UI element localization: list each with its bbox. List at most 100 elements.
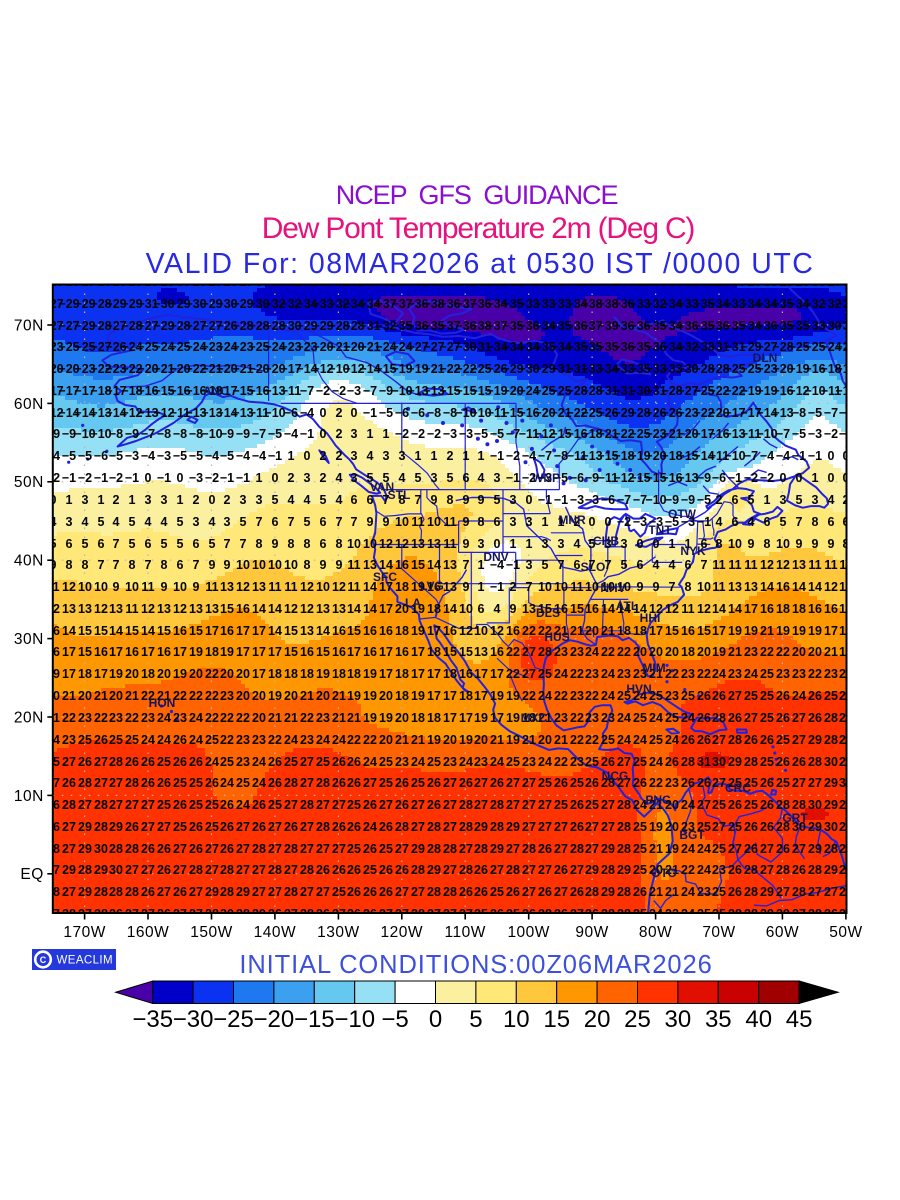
svg-text:0: 0: [429, 1006, 442, 1033]
svg-text:50N: 50N: [14, 474, 44, 491]
svg-text:−20−20−23−22−23−22−20−21−20−22: −20−20−23−22−23−22−20−21−20−22−21−20−21−…: [42, 362, 856, 376]
svg-text:45: 45: [786, 1006, 813, 1033]
svg-text:SFC: SFC: [373, 570, 397, 584]
svg-text:CHB: CHB: [593, 534, 619, 548]
svg-text:80W: 80W: [639, 924, 672, 941]
svg-text:WEACLIM: WEACLIM: [57, 955, 113, 967]
svg-text:170W: 170W: [63, 924, 106, 941]
svg-text:EQ: EQ: [20, 866, 43, 883]
svg-text:40: 40: [745, 1006, 772, 1033]
svg-text:NCG: NCG: [602, 769, 629, 783]
svg-text:ATL: ATL: [616, 599, 638, 613]
svg-text:−30: −30: [173, 1006, 214, 1033]
svg-text:130W: 130W: [317, 924, 360, 941]
svg-text:100W: 100W: [507, 924, 550, 941]
svg-text:ANC: ANC: [203, 384, 229, 398]
svg-text:−27−27−29−28−27−28−27−29−28−27: −27−27−29−28−27−28−27−29−28−27−27−26−28−…: [42, 319, 856, 333]
svg-text:110W: 110W: [445, 924, 486, 941]
svg-text:40N: 40N: [14, 553, 44, 570]
svg-text:272827282627272627272830282926: 2728272826272726272728302829262728262726…: [46, 907, 853, 921]
svg-text:−20: −20: [254, 1006, 295, 1033]
svg-text:NYK: NYK: [680, 544, 706, 558]
svg-text:−29−28−27−28−28−29−29−29−30−28: −29−28−27−28−28−29−29−29−30−28−29−28−27−…: [42, 275, 856, 289]
svg-text:30: 30: [665, 1006, 692, 1033]
svg-text:STL: STL: [388, 488, 411, 502]
svg-text:30N: 30N: [14, 631, 44, 648]
svg-text:10N: 10N: [14, 788, 44, 805]
svg-text:LA: LA: [405, 596, 421, 610]
svg-text:HHI: HHI: [640, 611, 661, 625]
svg-text:70N: 70N: [14, 317, 44, 334]
svg-text:35: 35: [705, 1006, 732, 1033]
svg-text:TNT: TNT: [648, 523, 672, 537]
svg-text:25: 25: [624, 1006, 651, 1033]
svg-text:DLS: DLS: [536, 606, 560, 620]
svg-text:HUS: HUS: [544, 630, 569, 644]
svg-text:DNV: DNV: [483, 550, 508, 564]
svg-text:DLN: DLN: [753, 351, 778, 365]
svg-text:−17−17−17−18−17−18−16−15−16−16: −17−17−17−18−17−18−16−15−16−16−18−17−15−…: [42, 384, 856, 398]
svg-text:HVN: HVN: [626, 682, 651, 696]
svg-text:160W: 160W: [127, 924, 170, 941]
svg-text:90W: 90W: [575, 924, 608, 941]
svg-text:−23−25−25−27−26−24−25−24−25−24: −23−25−25−27−26−24−25−24−25−24−23−24−23−…: [42, 340, 856, 354]
svg-text:150W: 150W: [190, 924, 233, 941]
svg-text:−9−9−10−10−8−9−7−8−8−8−10−9−9−: −9 −9−10−10−8 −9 −7 −8 −8 −8−10−9 −9 −7 −5 −4 −1 0 2 3…: [46, 427, 853, 441]
svg-text:NHV: NHV: [600, 581, 625, 595]
svg-text:10: 10: [503, 1006, 530, 1033]
svg-text:−35: −35: [132, 1006, 173, 1033]
svg-text:−15: −15: [294, 1006, 335, 1033]
svg-text:−5: −5: [381, 1006, 408, 1033]
svg-text:PNC: PNC: [645, 793, 671, 807]
svg-text:CRC: CRC: [725, 781, 751, 795]
svg-text:70W: 70W: [702, 924, 735, 941]
svg-text:120W: 120W: [381, 924, 424, 941]
svg-text:SLO: SLO: [581, 560, 606, 574]
svg-text:GRT: GRT: [782, 811, 808, 825]
svg-text:C: C: [40, 955, 47, 965]
svg-text:MNR: MNR: [558, 513, 586, 527]
svg-text:LVG: LVG: [420, 579, 444, 593]
svg-text:50W: 50W: [829, 924, 862, 941]
svg-text:20: 20: [584, 1006, 611, 1033]
svg-text:60N: 60N: [14, 396, 44, 413]
svg-text:140W: 140W: [254, 924, 297, 941]
svg-text:−12−14−14−13−14−12−13−12−11−13: −12−14−14−13−14−12−13−12−11−13−13−14−13−…: [42, 406, 853, 420]
svg-text:OTO: OTO: [651, 866, 677, 880]
svg-text:VAN: VAN: [370, 480, 394, 494]
svg-text:MIM: MIM: [642, 661, 665, 675]
svg-text:15: 15: [543, 1006, 570, 1033]
svg-text:60W: 60W: [766, 924, 799, 941]
svg-text:MXC: MXC: [521, 711, 548, 725]
svg-text:5: 5: [469, 1006, 482, 1033]
svg-text:20N: 20N: [14, 709, 44, 726]
svg-text:HON: HON: [149, 696, 176, 710]
svg-text:BGT: BGT: [679, 828, 705, 842]
svg-text:−4−5−5−6−5−3−4−3−5−5−4−5−4−4−1: −4 −5 −5 −6−5 −3 −4 −3 −5 −5 −4−5 −4 −4 −1 1 0 2 2 3 4 3 3 1 1…: [46, 449, 850, 463]
svg-text:−27−29−29−28−29−29−31−30−29−30: −27−29−29−28−29−29−31−30−29−30−29−30−29−…: [42, 297, 856, 311]
svg-text:OTW: OTW: [668, 507, 697, 521]
svg-text:−10: −10: [334, 1006, 375, 1033]
svg-text:−25: −25: [213, 1006, 254, 1033]
svg-text:WNP: WNP: [532, 471, 560, 485]
